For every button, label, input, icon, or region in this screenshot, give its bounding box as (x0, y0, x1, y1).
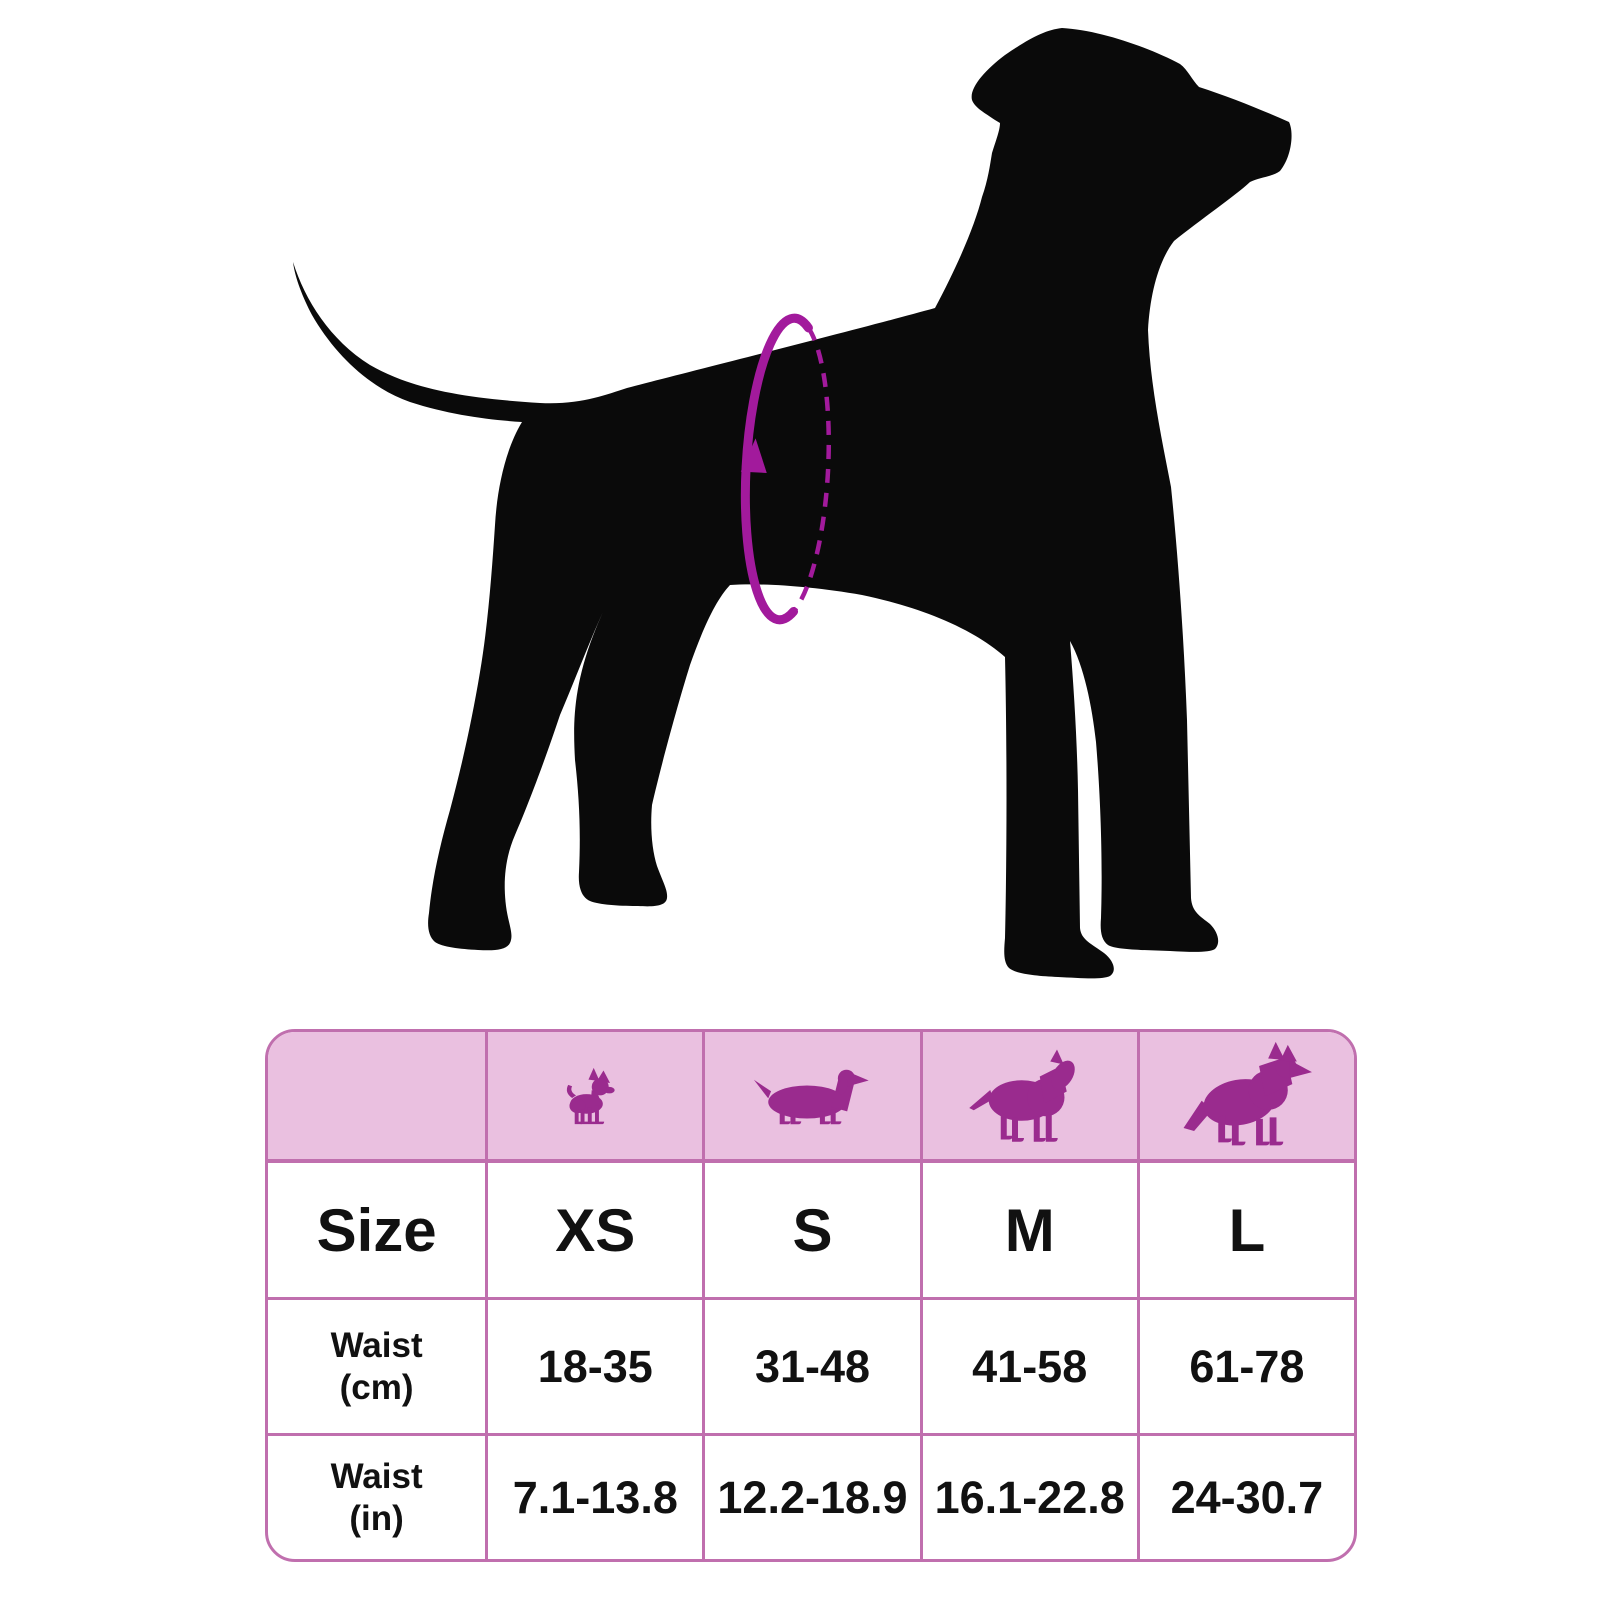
waist-ellipse-dashed-arc (791, 326, 831, 613)
size-value-l: L (1136, 1163, 1354, 1297)
waist-cm-value-l: 61-78 (1136, 1297, 1354, 1433)
size-chart-table: Size XS S M L Waist (cm) 18-35 31-48 41-… (265, 1029, 1357, 1562)
waist-in-unit-text: (in) (349, 1498, 404, 1538)
chihuahua-icon (567, 1067, 615, 1125)
waist-arrow-icon (740, 438, 767, 473)
waist-in-label-text: Waist (330, 1456, 423, 1496)
header-cell-xs (485, 1032, 703, 1163)
dog-measurement-figure (293, 28, 1292, 979)
size-value-m: M (919, 1163, 1137, 1297)
header-empty-cell (268, 1032, 486, 1163)
waist-in-value-s: 12.2-18.9 (702, 1433, 920, 1559)
german-shepherd-icon (1183, 1041, 1312, 1146)
size-value-xs: XS (485, 1163, 702, 1297)
header-cell-s (702, 1032, 920, 1163)
dachshund-icon (754, 1069, 870, 1125)
waist-cm-unit-text: (cm) (339, 1367, 414, 1407)
waist-measurement-indicator (740, 313, 831, 625)
waist-cm-value-m: 41-58 (919, 1297, 1137, 1433)
header-cell-m (919, 1032, 1137, 1163)
header-cell-l (1136, 1032, 1354, 1163)
waist-in-value-l: 24-30.7 (1136, 1433, 1354, 1559)
size-value-s: S (702, 1163, 919, 1297)
waist-cm-row-label: Waist (cm) (268, 1297, 486, 1433)
bull-terrier-icon (968, 1049, 1075, 1142)
waist-cm-value-s: 31-48 (702, 1297, 920, 1433)
waist-cm-value-xs: 18-35 (485, 1297, 703, 1433)
size-row-label: Size (316, 1196, 437, 1264)
waist-in-value-xs: 7.1-13.8 (485, 1433, 703, 1559)
waist-in-row-label: Waist (in) (268, 1433, 486, 1559)
waist-cm-label-text: Waist (330, 1325, 423, 1365)
dog-silhouette (293, 28, 1292, 979)
waist-in-value-m: 16.1-22.8 (919, 1433, 1137, 1559)
